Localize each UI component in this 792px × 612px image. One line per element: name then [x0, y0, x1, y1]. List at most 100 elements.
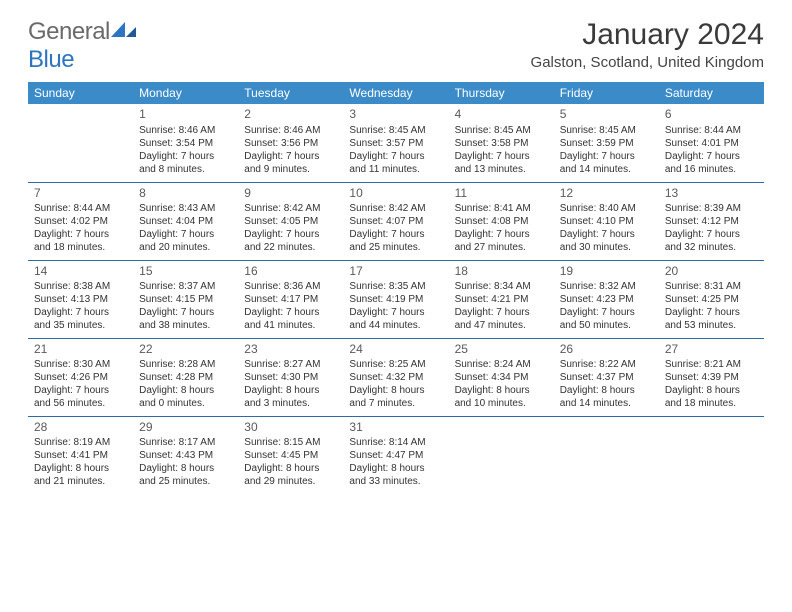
daylight-line: and 16 minutes.	[665, 163, 758, 176]
daylight-line: Daylight: 7 hours	[244, 306, 337, 319]
daylight-line: Daylight: 7 hours	[34, 306, 127, 319]
sunrise-line: Sunrise: 8:44 AM	[665, 124, 758, 137]
daylight-line: and 21 minutes.	[34, 475, 127, 488]
sunset-line: Sunset: 3:54 PM	[139, 137, 232, 150]
sunrise-line: Sunrise: 8:21 AM	[665, 358, 758, 371]
day-header: Thursday	[449, 82, 554, 104]
sunrise-line: Sunrise: 8:41 AM	[455, 202, 548, 215]
day-number: 27	[665, 342, 758, 358]
calendar-cell: 5Sunrise: 8:45 AMSunset: 3:59 PMDaylight…	[554, 104, 659, 182]
calendar-cell: 21Sunrise: 8:30 AMSunset: 4:26 PMDayligh…	[28, 338, 133, 416]
sunrise-line: Sunrise: 8:38 AM	[34, 280, 127, 293]
sunrise-line: Sunrise: 8:46 AM	[139, 124, 232, 137]
sunset-line: Sunset: 4:41 PM	[34, 449, 127, 462]
daylight-line: and 27 minutes.	[455, 241, 548, 254]
day-number: 26	[560, 342, 653, 358]
daylight-line: Daylight: 7 hours	[349, 306, 442, 319]
day-number: 19	[560, 264, 653, 280]
daylight-line: Daylight: 7 hours	[665, 228, 758, 241]
daylight-line: and 25 minutes.	[349, 241, 442, 254]
sunrise-line: Sunrise: 8:15 AM	[244, 436, 337, 449]
day-number: 17	[349, 264, 442, 280]
sunrise-line: Sunrise: 8:36 AM	[244, 280, 337, 293]
month-title: January 2024	[531, 18, 764, 52]
logo: General Blue	[28, 18, 138, 74]
calendar-cell: 19Sunrise: 8:32 AMSunset: 4:23 PMDayligh…	[554, 260, 659, 338]
daylight-line: Daylight: 7 hours	[139, 150, 232, 163]
calendar-cell: 17Sunrise: 8:35 AMSunset: 4:19 PMDayligh…	[343, 260, 448, 338]
calendar-cell: 23Sunrise: 8:27 AMSunset: 4:30 PMDayligh…	[238, 338, 343, 416]
calendar-cell: 11Sunrise: 8:41 AMSunset: 4:08 PMDayligh…	[449, 182, 554, 260]
sunrise-line: Sunrise: 8:42 AM	[244, 202, 337, 215]
sunset-line: Sunset: 4:07 PM	[349, 215, 442, 228]
calendar-cell: 10Sunrise: 8:42 AMSunset: 4:07 PMDayligh…	[343, 182, 448, 260]
sunrise-line: Sunrise: 8:45 AM	[560, 124, 653, 137]
day-number: 30	[244, 420, 337, 436]
daylight-line: and 30 minutes.	[560, 241, 653, 254]
header: General Blue January 2024 Galston, Scotl…	[28, 18, 764, 74]
daylight-line: and 53 minutes.	[665, 319, 758, 332]
day-number: 9	[244, 186, 337, 202]
daylight-line: Daylight: 7 hours	[34, 384, 127, 397]
sunset-line: Sunset: 4:45 PM	[244, 449, 337, 462]
calendar-head: SundayMondayTuesdayWednesdayThursdayFrid…	[28, 82, 764, 104]
daylight-line: Daylight: 8 hours	[139, 462, 232, 475]
calendar-cell: 22Sunrise: 8:28 AMSunset: 4:28 PMDayligh…	[133, 338, 238, 416]
daylight-line: and 44 minutes.	[349, 319, 442, 332]
sunset-line: Sunset: 4:15 PM	[139, 293, 232, 306]
daylight-line: Daylight: 7 hours	[560, 150, 653, 163]
sunset-line: Sunset: 4:30 PM	[244, 371, 337, 384]
daylight-line: Daylight: 7 hours	[665, 306, 758, 319]
daylight-line: Daylight: 8 hours	[349, 462, 442, 475]
calendar-cell: 2Sunrise: 8:46 AMSunset: 3:56 PMDaylight…	[238, 104, 343, 182]
day-number: 6	[665, 107, 758, 123]
sunset-line: Sunset: 3:58 PM	[455, 137, 548, 150]
day-header: Saturday	[659, 82, 764, 104]
sunset-line: Sunset: 4:28 PM	[139, 371, 232, 384]
day-number: 15	[139, 264, 232, 280]
day-number: 7	[34, 186, 127, 202]
location: Galston, Scotland, United Kingdom	[531, 54, 764, 71]
sunrise-line: Sunrise: 8:24 AM	[455, 358, 548, 371]
daylight-line: Daylight: 8 hours	[455, 384, 548, 397]
daylight-line: and 22 minutes.	[244, 241, 337, 254]
calendar-row: 28Sunrise: 8:19 AMSunset: 4:41 PMDayligh…	[28, 416, 764, 494]
calendar-row: 14Sunrise: 8:38 AMSunset: 4:13 PMDayligh…	[28, 260, 764, 338]
calendar-cell: 6Sunrise: 8:44 AMSunset: 4:01 PMDaylight…	[659, 104, 764, 182]
daylight-line: Daylight: 8 hours	[244, 462, 337, 475]
daylight-line: Daylight: 7 hours	[34, 228, 127, 241]
daylight-line: Daylight: 7 hours	[139, 228, 232, 241]
daylight-line: Daylight: 7 hours	[244, 150, 337, 163]
sunset-line: Sunset: 4:08 PM	[455, 215, 548, 228]
day-number: 25	[455, 342, 548, 358]
day-header: Friday	[554, 82, 659, 104]
sunrise-line: Sunrise: 8:30 AM	[34, 358, 127, 371]
calendar-cell: 31Sunrise: 8:14 AMSunset: 4:47 PMDayligh…	[343, 416, 448, 494]
daylight-line: Daylight: 7 hours	[665, 150, 758, 163]
daylight-line: and 14 minutes.	[560, 397, 653, 410]
sunset-line: Sunset: 4:13 PM	[34, 293, 127, 306]
sunset-line: Sunset: 4:19 PM	[349, 293, 442, 306]
sunset-line: Sunset: 3:59 PM	[560, 137, 653, 150]
daylight-line: and 18 minutes.	[665, 397, 758, 410]
sunrise-line: Sunrise: 8:39 AM	[665, 202, 758, 215]
calendar-cell: 7Sunrise: 8:44 AMSunset: 4:02 PMDaylight…	[28, 182, 133, 260]
day-number: 1	[139, 107, 232, 123]
sunset-line: Sunset: 4:25 PM	[665, 293, 758, 306]
daylight-line: Daylight: 7 hours	[244, 228, 337, 241]
day-number: 21	[34, 342, 127, 358]
daylight-line: Daylight: 8 hours	[34, 462, 127, 475]
sunrise-line: Sunrise: 8:40 AM	[560, 202, 653, 215]
daylight-line: and 38 minutes.	[139, 319, 232, 332]
daylight-line: Daylight: 7 hours	[139, 306, 232, 319]
daylight-line: and 50 minutes.	[560, 319, 653, 332]
day-number: 14	[34, 264, 127, 280]
daylight-line: Daylight: 7 hours	[560, 306, 653, 319]
sunset-line: Sunset: 3:57 PM	[349, 137, 442, 150]
sunrise-line: Sunrise: 8:17 AM	[139, 436, 232, 449]
day-number: 5	[560, 107, 653, 123]
daylight-line: and 11 minutes.	[349, 163, 442, 176]
daylight-line: and 8 minutes.	[139, 163, 232, 176]
day-number: 8	[139, 186, 232, 202]
daylight-line: and 10 minutes.	[455, 397, 548, 410]
